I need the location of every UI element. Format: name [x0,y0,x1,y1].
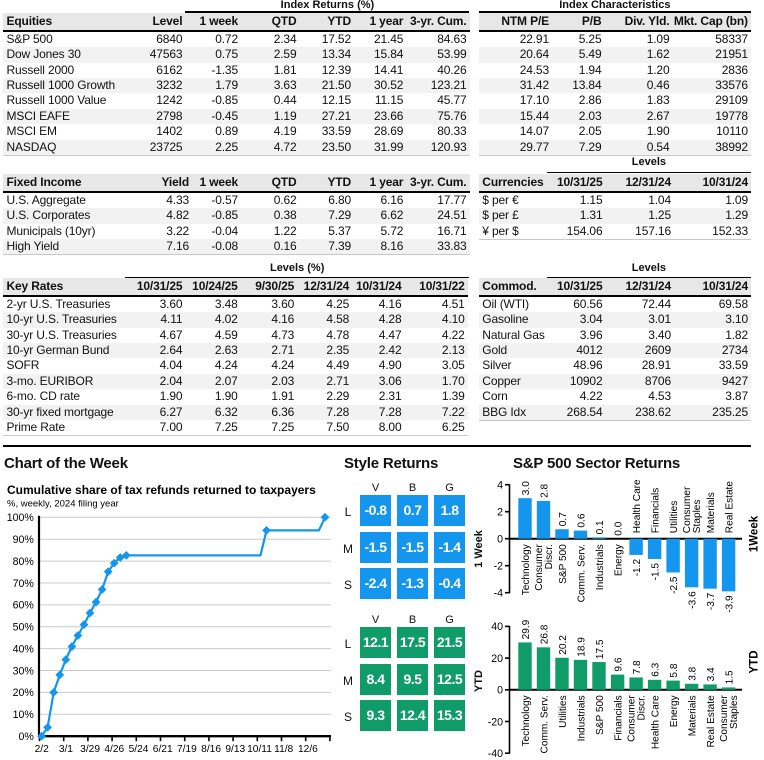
svg-text:-2.5: -2.5 [669,576,680,594]
svg-text:-3.6: -3.6 [687,591,698,609]
svg-text:-2: -2 [494,561,504,573]
svg-text:Materials: Materials [706,492,717,533]
svg-text:-4: -4 [494,588,504,600]
svg-text:0.7: 0.7 [558,512,569,526]
svg-text:0: 0 [497,685,503,697]
svg-text:Real Estate: Real Estate [724,481,735,534]
svg-text:Industrials: Industrials [595,544,606,590]
svg-text:Energy: Energy [613,543,624,576]
svg-text:3/1: 3/1 [59,744,73,755]
svg-text:1Week: 1Week [748,515,760,552]
svg-text:S&P 500: S&P 500 [558,544,569,584]
svg-text:7/19: 7/19 [177,744,197,755]
svg-text:-1.2: -1.2 [632,559,643,577]
svg-text:100%: 100% [7,512,35,524]
svg-text:7.8: 7.8 [632,660,643,674]
svg-text:Real Estate: Real Estate [706,695,717,748]
svg-text:-20: -20 [488,716,503,728]
svg-text:2/2: 2/2 [35,744,49,755]
svg-text:3.0: 3.0 [521,481,532,495]
svg-text:6.3: 6.3 [650,662,661,676]
svg-text:Financials: Financials [613,695,624,740]
svg-text:26.8: 26.8 [539,624,550,644]
svg-text:-3.9: -3.9 [724,595,735,613]
svg-text:Consumer: Consumer [682,486,693,533]
svg-text:S&P 500: S&P 500 [595,695,606,735]
svg-text:Materials: Materials [687,695,698,736]
svg-text:0: 0 [497,534,503,546]
svg-text:5.8: 5.8 [669,663,680,677]
svg-text:-1.5: -1.5 [650,563,661,581]
svg-text:11/8: 11/8 [274,744,293,755]
svg-text:Industrials: Industrials [576,695,587,741]
svg-text:Consumer: Consumer [627,695,638,742]
svg-text:40: 40 [491,621,503,633]
svg-text:29.9: 29.9 [521,619,532,639]
svg-text:18.9: 18.9 [576,637,587,657]
svg-text:3.8: 3.8 [687,666,698,680]
svg-text:Discr.: Discr. [637,695,648,720]
svg-text:9.6: 9.6 [613,657,624,671]
svg-text:4: 4 [497,480,503,492]
svg-text:10/11: 10/11 [247,744,272,755]
svg-text:9/13: 9/13 [225,744,245,755]
svg-text:Utilities: Utilities [669,501,680,534]
svg-text:20: 20 [491,653,503,665]
svg-text:Cumulative share of tax refund: Cumulative share of tax refunds returned… [7,483,316,497]
svg-text:0.6: 0.6 [576,513,587,527]
svg-text:Financials: Financials [650,488,661,533]
svg-text:-3.7: -3.7 [706,592,717,610]
svg-text:Health Care: Health Care [650,695,661,749]
svg-text:8/16: 8/16 [201,744,221,755]
svg-text:0.1: 0.1 [595,520,606,534]
svg-text:60%: 60% [13,600,35,612]
svg-text:Staples: Staples [692,500,703,534]
svg-text:Discr.: Discr. [544,544,555,569]
svg-text:Technology: Technology [521,543,532,595]
svg-text:1.5: 1.5 [724,670,735,684]
svg-text:2: 2 [497,507,503,519]
svg-text:17.5: 17.5 [595,639,606,659]
svg-text:Technology: Technology [521,694,532,746]
svg-text:Staples: Staples [729,695,740,729]
svg-text:3/29: 3/29 [80,744,100,755]
svg-text:Consumer: Consumer [719,695,730,742]
svg-text:30%: 30% [13,665,35,677]
svg-text:YTD: YTD [748,651,760,674]
svg-text:80%: 80% [13,556,35,568]
svg-text:Comm. Serv.: Comm. Serv. [576,544,587,602]
svg-text:10%: 10% [13,709,35,721]
svg-text:20.2: 20.2 [558,635,569,655]
svg-text:12/6: 12/6 [298,744,318,755]
svg-text:6/21: 6/21 [153,744,173,755]
svg-text:70%: 70% [13,578,35,590]
svg-text:3.4: 3.4 [706,667,717,681]
svg-text:Energy: Energy [669,694,680,727]
svg-text:50%: 50% [13,622,35,634]
svg-text:0%: 0% [18,731,34,743]
svg-text:Utilities: Utilities [558,695,569,728]
svg-text:20%: 20% [13,687,35,699]
svg-text:5/24: 5/24 [129,744,149,755]
svg-text:Health Care: Health Care [632,479,643,533]
svg-text:0.0: 0.0 [613,521,624,535]
svg-text:2.8: 2.8 [539,483,550,497]
svg-text:Comm. Serv.: Comm. Serv. [539,695,550,753]
svg-text:%, weekly, 2024 filing year: %, weekly, 2024 filing year [7,499,119,510]
svg-text:90%: 90% [13,534,35,546]
svg-text:4/26: 4/26 [104,744,124,755]
svg-text:-40: -40 [488,748,503,760]
svg-text:Consumer: Consumer [534,544,545,591]
svg-text:40%: 40% [13,643,35,655]
